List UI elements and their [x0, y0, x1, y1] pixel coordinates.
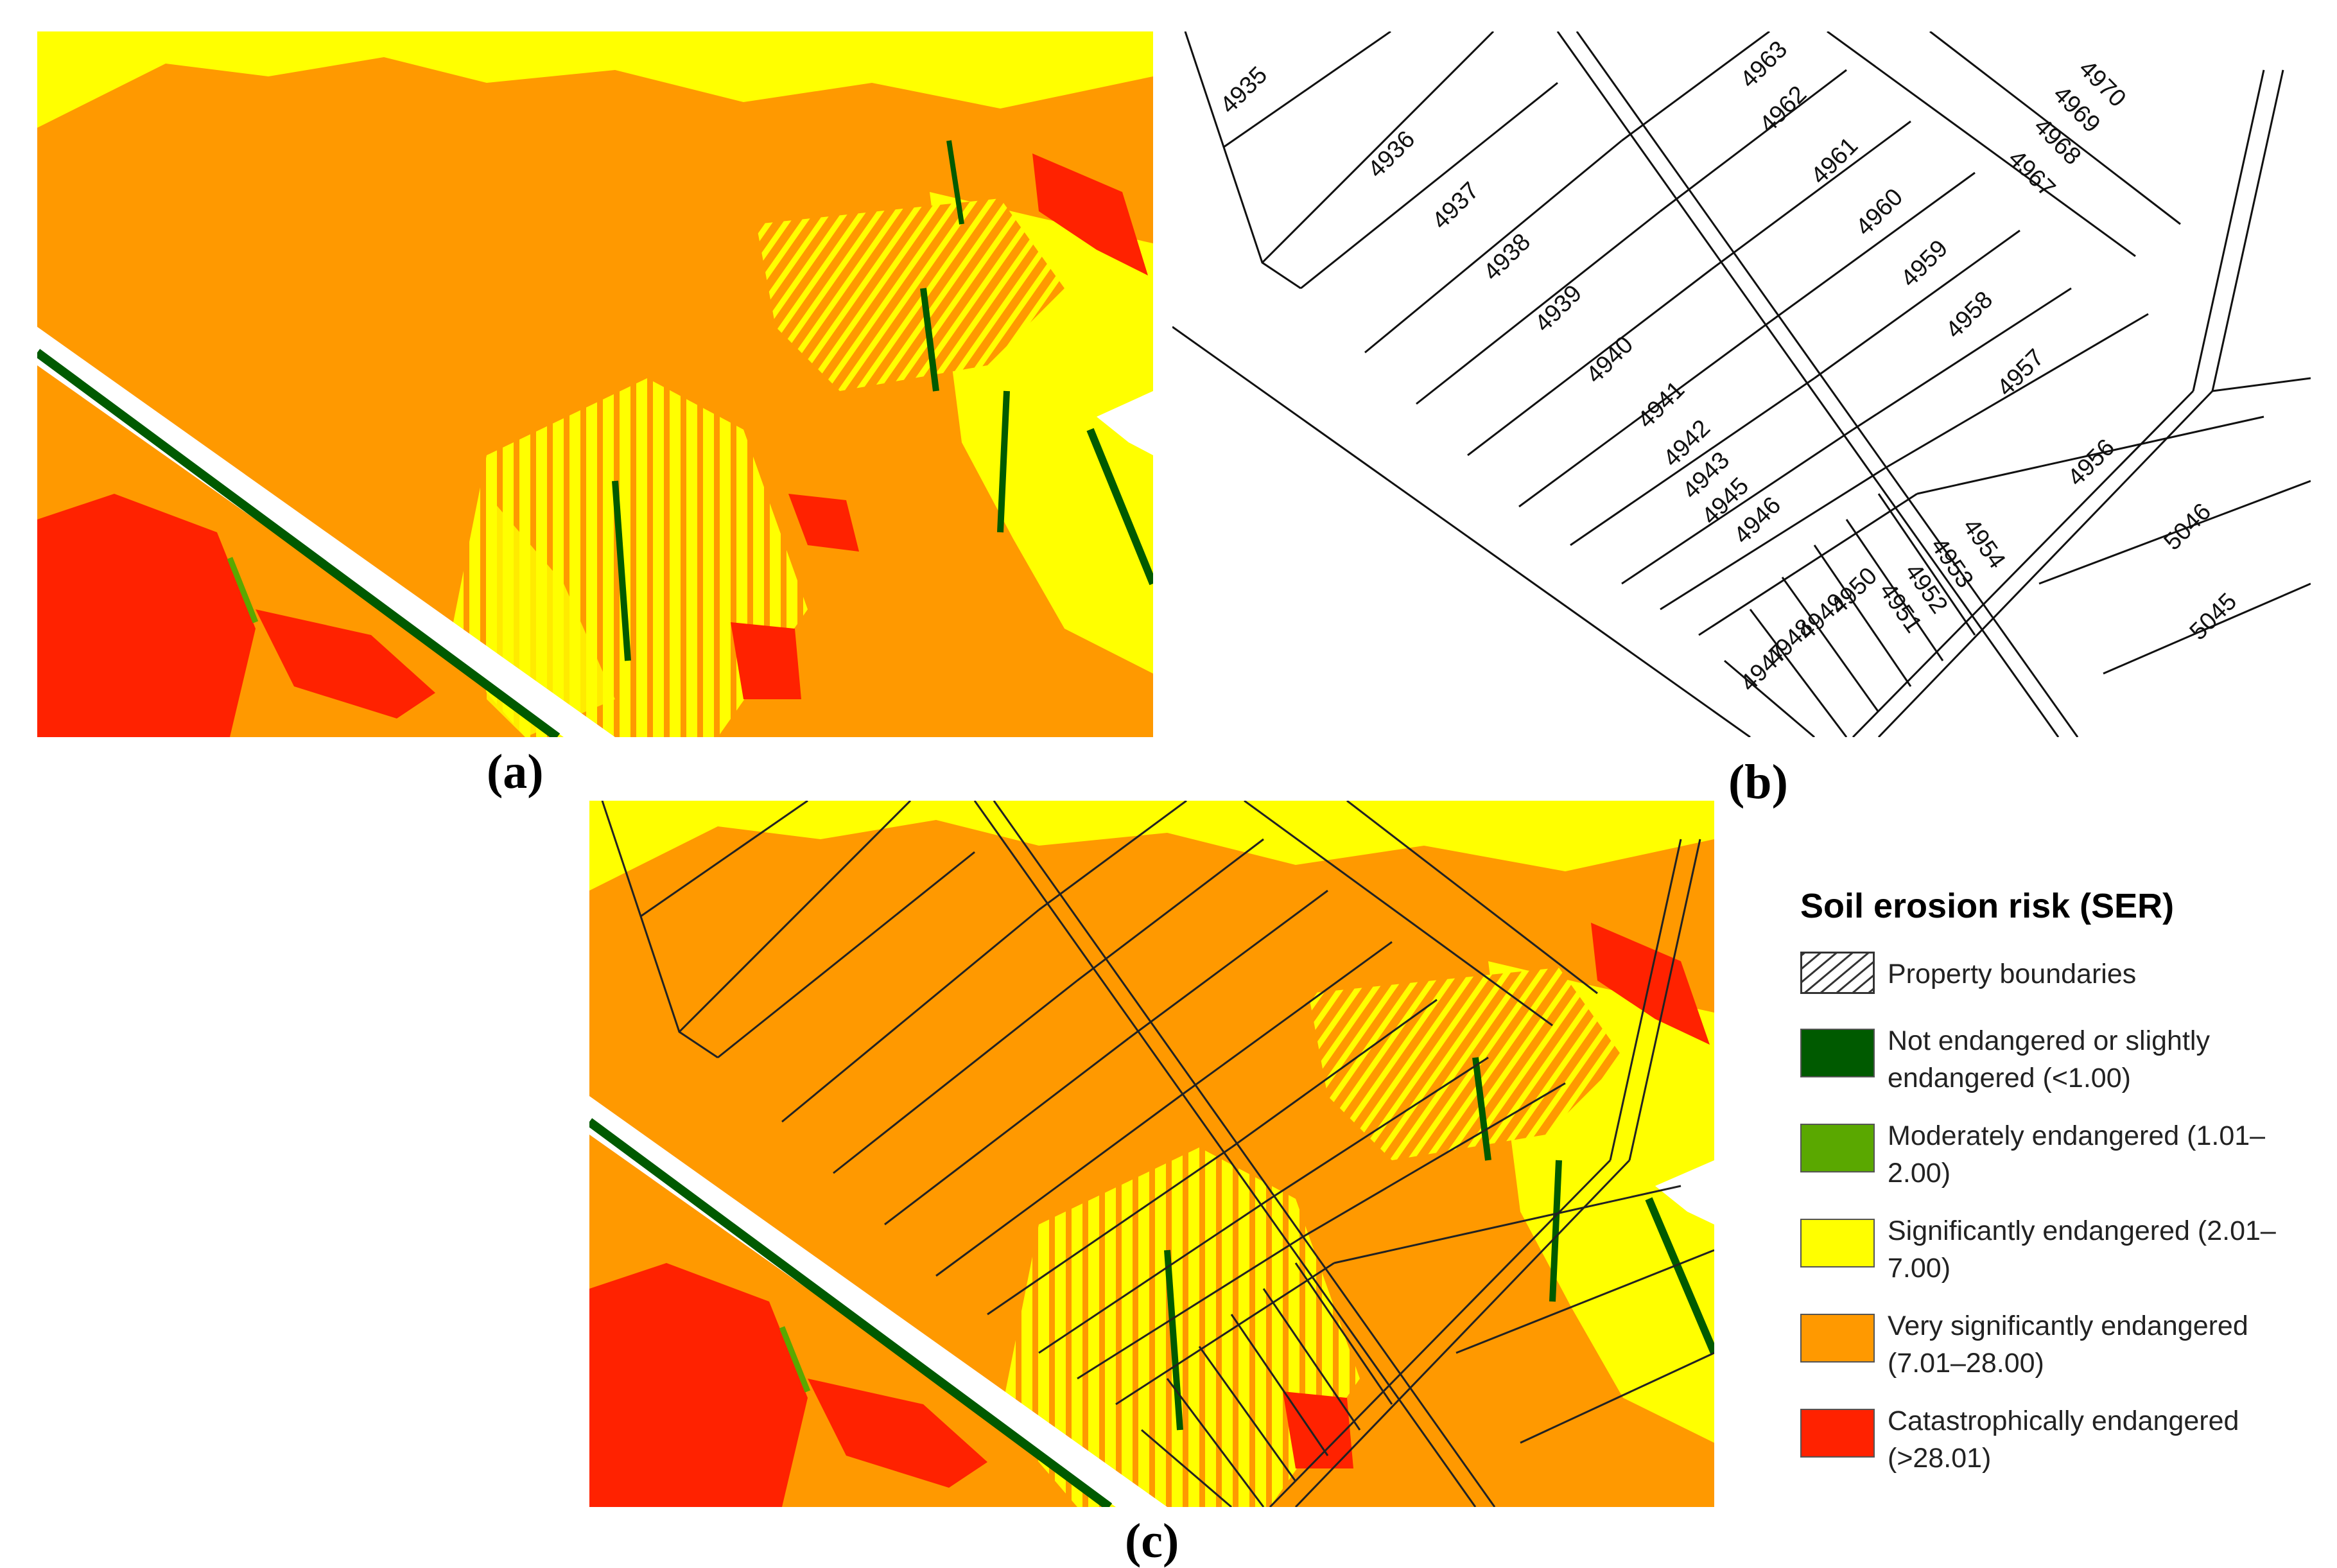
- legend-label: Very significantly endangered (7.01–28.0…: [1888, 1311, 2248, 1379]
- legend-swatch: [1800, 1124, 1875, 1172]
- property-boundaries-map-b: 4935 4936 4937 4938 4939 4940 4941 4942 …: [1172, 31, 2311, 737]
- panel-label-a: (a): [487, 745, 544, 799]
- legend-label: Significantly endangered (2.01–7.00): [1888, 1215, 2276, 1284]
- erosion-risk-map-a: [37, 31, 1153, 737]
- legend-swatch: [1800, 1314, 1875, 1363]
- legend-label: Property boundaries: [1888, 959, 2137, 989]
- legend-item-class: Not endangered or slightly endangered (<…: [1791, 1017, 2318, 1112]
- hatch-swatch: [1800, 952, 1875, 994]
- erosion-risk-overlay-map-c: [589, 801, 1714, 1507]
- legend-item-class: Significantly endangered (2.01–7.00): [1791, 1207, 2318, 1302]
- panel-label-c: (c): [1125, 1514, 1179, 1568]
- legend-swatch: [1800, 1219, 1875, 1267]
- legend-swatch: [1800, 1029, 1875, 1077]
- legend-item-property-boundaries: Property boundaries: [1791, 948, 2318, 1017]
- legend-item-class: Very significantly endangered (7.01–28.0…: [1791, 1302, 2318, 1397]
- legend-title: Soil erosion risk (SER): [1800, 887, 2175, 925]
- legend-label: Catastrophically endangered (>28.01): [1888, 1406, 2239, 1474]
- panel-label-b: (b): [1728, 755, 1788, 809]
- legend-swatch: [1800, 1409, 1875, 1458]
- legend-item-class: Moderately endangered (1.01–2.00): [1791, 1112, 2318, 1207]
- legend-label: Not endangered or slightly endangered (<…: [1888, 1025, 2210, 1093]
- legend-label: Moderately endangered (1.01–2.00): [1888, 1120, 2266, 1189]
- map-legend: Soil erosion risk (SER) Property boundar…: [1791, 886, 2318, 1492]
- legend-item-class: Catastrophically endangered (>28.01): [1791, 1397, 2318, 1492]
